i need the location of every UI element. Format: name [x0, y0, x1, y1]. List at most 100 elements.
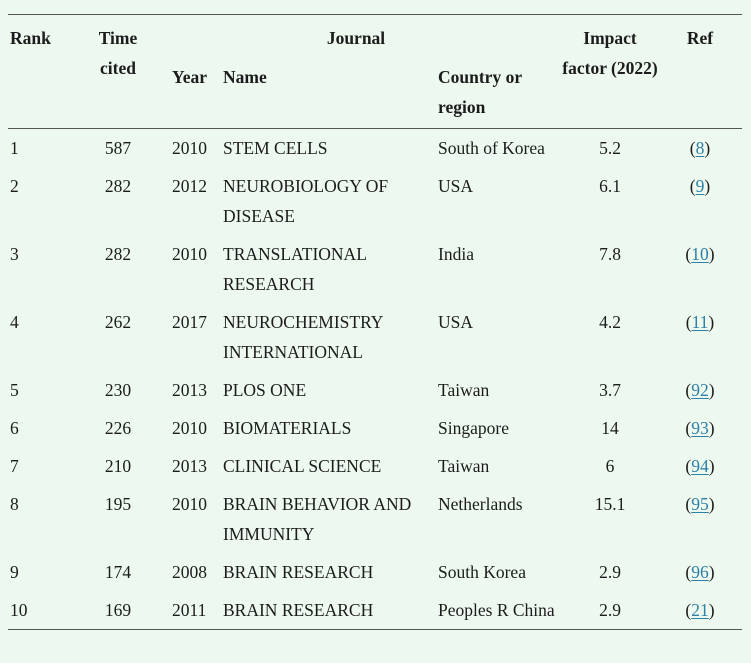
table-row: 9 174 2008 BRAIN RESEARCH South Korea 2.… — [8, 553, 742, 591]
ref-paren-close: ) — [708, 418, 715, 438]
cell-year: 2008 — [172, 562, 207, 582]
cell-journal-name: NEUROBIOLOGY OF DISEASE — [223, 176, 389, 226]
cell-impact-factor: 15.1 — [594, 494, 626, 514]
cell-impact-factor: 2.9 — [599, 600, 621, 620]
cell-ref: (11) — [658, 303, 742, 371]
cell-ref: (95) — [658, 485, 742, 553]
cell-impact-factor: 7.8 — [599, 244, 621, 264]
cell-rank: 1 — [10, 138, 19, 158]
cell-impact-factor: 6 — [605, 456, 615, 476]
cell-country: USA — [438, 312, 474, 332]
cell-year: 2010 — [172, 494, 207, 514]
table-row: 1 587 2010 STEM CELLS South of Korea 5.2… — [8, 129, 742, 168]
cell-journal-name: BRAIN RESEARCH — [223, 562, 374, 582]
ref-paren-open: ( — [685, 562, 692, 582]
header-row-main: Rank Time cited Journal Impact factor (2… — [8, 15, 742, 78]
ref-paren-open: ( — [685, 312, 692, 332]
table-row: 6 226 2010 BIOMATERIALS Singapore 14 (93… — [8, 409, 742, 447]
cell-ref: (94) — [658, 447, 742, 485]
cell-year: 2012 — [172, 176, 207, 196]
cell-journal-name: BIOMATERIALS — [223, 418, 352, 438]
cell-ref: (93) — [658, 409, 742, 447]
cell-country: India — [438, 244, 474, 264]
ref-link[interactable]: 96 — [691, 562, 709, 582]
ref-paren-close: ) — [708, 312, 715, 332]
table-row: 8 195 2010 BRAIN BEHAVIOR AND IMMUNITY N… — [8, 485, 742, 553]
cell-journal-name: NEUROCHEMISTRY INTERNATIONAL — [223, 312, 383, 362]
ref-link[interactable]: 8 — [695, 138, 705, 158]
cell-journal-name: STEM CELLS — [223, 138, 328, 158]
cell-time-cited: 587 — [104, 138, 132, 158]
ref-paren-close: ) — [708, 380, 715, 400]
ref-link[interactable]: 9 — [695, 176, 705, 196]
cell-time-cited: 174 — [104, 562, 132, 582]
ref-paren-open: ( — [685, 600, 692, 620]
cell-rank: 10 — [10, 600, 28, 620]
cell-year: 2010 — [172, 244, 207, 264]
table-row: 5 230 2013 PLOS ONE Taiwan 3.7 (92) — [8, 371, 742, 409]
ref-paren-open: ( — [689, 176, 696, 196]
ref-paren-close: ) — [708, 456, 715, 476]
cell-impact-factor: 2.9 — [599, 562, 621, 582]
cell-ref: (10) — [658, 235, 742, 303]
ref-paren-open: ( — [689, 138, 696, 158]
cell-country: USA — [438, 176, 474, 196]
cell-time-cited: 230 — [104, 380, 132, 400]
ref-paren-open: ( — [685, 244, 692, 264]
cell-journal-name: TRANSLATIONAL RESEARCH — [223, 244, 367, 294]
cell-ref: (9) — [658, 167, 742, 235]
cell-country: South of Korea — [438, 138, 545, 158]
cell-journal-name: BRAIN RESEARCH — [223, 600, 374, 620]
table-body: 1 587 2010 STEM CELLS South of Korea 5.2… — [8, 129, 742, 630]
ref-paren-close: ) — [708, 562, 715, 582]
ref-link[interactable]: 21 — [691, 600, 709, 620]
cell-rank: 4 — [10, 312, 19, 332]
cell-time-cited: 169 — [104, 600, 132, 620]
col-header-impact-factor: Impact factor (2022) — [562, 28, 658, 78]
ref-link[interactable]: 93 — [691, 418, 709, 438]
ref-paren-open: ( — [685, 418, 692, 438]
ref-link[interactable]: 11 — [691, 312, 709, 332]
cell-rank: 9 — [10, 562, 19, 582]
header-row-journal-sub: Year Name Country or region — [8, 55, 742, 129]
ref-paren-open: ( — [685, 456, 692, 476]
cell-year: 2013 — [172, 456, 207, 476]
cell-time-cited: 262 — [104, 312, 132, 332]
table-row: 7 210 2013 CLINICAL SCIENCE Taiwan 6 (94… — [8, 447, 742, 485]
ref-paren-close: ) — [708, 494, 715, 514]
cell-year: 2013 — [172, 380, 207, 400]
col-header-rank: Rank — [10, 28, 51, 48]
cell-rank: 7 — [10, 456, 19, 476]
ref-link[interactable]: 92 — [691, 380, 709, 400]
col-header-time-cited: Time cited — [98, 28, 138, 78]
cell-rank: 2 — [10, 176, 19, 196]
cell-country: Peoples R China — [438, 600, 555, 620]
cell-impact-factor: 6.1 — [599, 176, 621, 196]
cell-impact-factor: 3.7 — [599, 380, 621, 400]
col-header-name: Name — [223, 67, 267, 87]
cell-country: Taiwan — [438, 456, 490, 476]
ref-link[interactable]: 94 — [691, 456, 709, 476]
cell-time-cited: 195 — [104, 494, 132, 514]
col-header-ref: Ref — [686, 28, 714, 48]
cell-time-cited: 282 — [104, 176, 132, 196]
cell-year: 2011 — [172, 600, 207, 620]
cell-ref: (92) — [658, 371, 742, 409]
cell-year: 2017 — [172, 312, 207, 332]
table-row: 3 282 2010 TRANSLATIONAL RESEARCH India … — [8, 235, 742, 303]
cell-country: South Korea — [438, 562, 526, 582]
col-header-year: Year — [172, 67, 207, 87]
cell-journal-name: BRAIN BEHAVIOR AND IMMUNITY — [223, 494, 412, 544]
cell-rank: 8 — [10, 494, 19, 514]
ref-link[interactable]: 95 — [691, 494, 709, 514]
cell-journal-name: PLOS ONE — [223, 380, 307, 400]
cell-journal-name: CLINICAL SCIENCE — [223, 456, 382, 476]
cell-time-cited: 282 — [104, 244, 132, 264]
ref-link[interactable]: 10 — [691, 244, 709, 264]
cell-ref: (8) — [658, 129, 742, 168]
cell-year: 2010 — [172, 418, 207, 438]
cell-ref: (21) — [658, 591, 742, 630]
ref-paren-close: ) — [704, 176, 711, 196]
cell-time-cited: 210 — [104, 456, 132, 476]
